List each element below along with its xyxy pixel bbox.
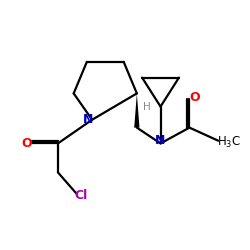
Text: N: N	[155, 134, 166, 147]
Text: Cl: Cl	[74, 189, 88, 202]
Text: O: O	[22, 137, 32, 150]
Text: H: H	[144, 102, 151, 112]
Text: H$_3$C: H$_3$C	[218, 134, 242, 150]
Polygon shape	[134, 94, 140, 128]
Text: O: O	[189, 91, 200, 104]
Text: N: N	[83, 113, 93, 126]
